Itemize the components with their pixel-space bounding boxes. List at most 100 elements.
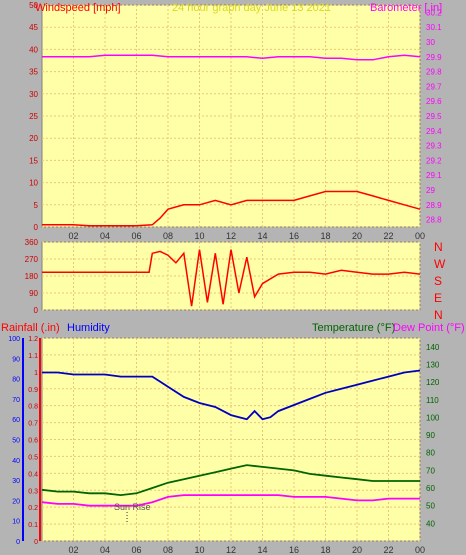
y-tick-label-right: 110 — [426, 396, 439, 405]
x-tick-label: 20 — [352, 545, 362, 555]
x-tick-label: 10 — [194, 231, 204, 241]
y-tick-label-rain: 0.1 — [28, 522, 38, 529]
y-tick-label-humidity: 30 — [12, 478, 20, 485]
x-tick-label: 20 — [352, 231, 362, 241]
y-tick-label-humidity: 60 — [12, 417, 20, 424]
y-tick-label-rain: 0.7 — [28, 421, 38, 428]
x-tick-label: 18 — [320, 231, 330, 241]
x-tick-label: 10 — [194, 545, 204, 555]
y-tick-label-right: 30.1 — [426, 23, 442, 32]
y-tick-label-left: 180 — [25, 272, 39, 281]
y-tick-label-humidity: 70 — [12, 397, 20, 404]
y-tick-label-left: 15 — [29, 156, 38, 165]
y-tick-label-right: 29.2 — [426, 156, 442, 165]
y-tick-label-left: 5 — [34, 201, 39, 210]
x-tick-label: 00 — [415, 545, 425, 555]
dewpoint-line — [41, 494, 420, 507]
y-tick-label-rain: 0.4 — [28, 471, 38, 478]
x-tick-label: 08 — [163, 545, 173, 555]
y-tick-label-right: 140 — [426, 343, 440, 352]
y-tick-label-right: 29.5 — [426, 112, 442, 121]
y-tick-label-rain: 0.3 — [28, 488, 38, 495]
y-tick-label-rain: 1.1 — [28, 353, 38, 360]
y-tick-label-left: 35 — [29, 68, 38, 77]
temperature-axis-label: Temperature (°F) — [312, 322, 395, 334]
x-tick-label: 16 — [289, 231, 299, 241]
wind-direction-line — [42, 249, 421, 307]
y-tick-label-right: 90 — [426, 431, 435, 440]
y-tick-label-right: 30.2 — [426, 8, 442, 17]
y-tick-label-humidity: 80 — [12, 377, 20, 384]
y-tick-label-right: 29 — [426, 186, 435, 195]
y-tick-label-left: 20 — [29, 134, 38, 143]
series-lines — [41, 54, 421, 524]
y-tick-label-right: 120 — [426, 378, 440, 387]
y-tick-label-rain: 0.6 — [28, 438, 38, 445]
x-tick-label: 14 — [257, 545, 267, 555]
y-tick-label-right: 29.9 — [426, 53, 442, 62]
x-tick-label: 00 — [415, 231, 425, 241]
y-tick-label-rain: 0.5 — [28, 454, 38, 461]
y-tick-label-humidity: 10 — [12, 519, 20, 526]
y-tick-label-right: 29.8 — [426, 68, 442, 77]
rainfall-axis-label: Rainfall (.in) — [1, 322, 60, 334]
sunrise-annotation: Sun Rise — [114, 502, 151, 512]
temperature-line — [41, 464, 420, 497]
x-tick-label: 08 — [163, 231, 173, 241]
compass-label: N — [434, 240, 443, 254]
y-tick-label-right: 29.3 — [426, 142, 442, 151]
y-tick-label-right: 28.8 — [426, 216, 442, 225]
compass-label: S — [434, 274, 442, 288]
y-tick-label-humidity: 20 — [12, 498, 20, 505]
compass-label: W — [434, 257, 446, 271]
y-tick-label-left: 360 — [25, 238, 39, 247]
humidity-axis-label: Humidity — [67, 322, 110, 334]
y-tick-label-right: 50 — [426, 502, 435, 511]
y-tick-label-left: 45 — [29, 23, 38, 32]
compass-label: N — [434, 308, 443, 322]
windspeed-line — [42, 190, 421, 227]
y-tick-label-left: 40 — [29, 45, 38, 54]
grid-lines — [22, 4, 421, 542]
x-tick-label: 16 — [289, 545, 299, 555]
x-tick-label: 22 — [383, 231, 393, 241]
x-tick-label: 22 — [383, 545, 393, 555]
x-tick-label: 02 — [68, 231, 78, 241]
y-tick-label-rain: 0.8 — [28, 404, 38, 411]
y-tick-label-humidity: 50 — [12, 438, 20, 445]
y-tick-label-humidity: 0 — [16, 539, 20, 546]
x-tick-label: 06 — [131, 545, 141, 555]
y-tick-label-right: 70 — [426, 466, 435, 475]
compass-label: E — [434, 291, 442, 305]
y-tick-label-rain: 0.2 — [28, 505, 38, 512]
x-tick-label: 06 — [131, 231, 141, 241]
y-tick-label-right: 130 — [426, 360, 440, 369]
y-tick-label-right: 30 — [426, 38, 435, 47]
windspeed-axis-label: Windspeed [mph] — [35, 2, 121, 14]
y-tick-label-rain: 0.9 — [28, 387, 38, 394]
y-tick-label-left: 10 — [29, 179, 38, 188]
y-tick-label-right: 29.7 — [426, 82, 442, 91]
y-tick-label-humidity: 90 — [12, 356, 20, 363]
y-tick-label-right: 100 — [426, 413, 440, 422]
y-tick-label-rain: 1 — [34, 370, 38, 377]
chart-title: 24 hour graph day June 13 2021 — [172, 2, 331, 14]
y-tick-label-right: 80 — [426, 449, 435, 458]
y-tick-label-rain: 0 — [34, 539, 38, 546]
barometer-line — [42, 54, 421, 61]
barometer-axis-label: Barometer [.in] — [370, 2, 442, 14]
y-tick-label-humidity: 40 — [12, 458, 20, 465]
y-tick-label-right: 60 — [426, 484, 435, 493]
x-tick-label: 04 — [100, 231, 110, 241]
y-tick-label-humidity: 100 — [8, 336, 20, 343]
y-tick-label-left: 25 — [29, 112, 38, 121]
y-tick-label-left: 0 — [34, 306, 39, 315]
x-tick-label: 12 — [226, 545, 236, 555]
dewpoint-axis-label: Dew Point (°F) — [393, 322, 465, 334]
y-tick-label-left: 270 — [25, 255, 39, 264]
y-tick-label-right: 40 — [426, 519, 435, 528]
y-tick-label-left: 30 — [29, 90, 38, 99]
